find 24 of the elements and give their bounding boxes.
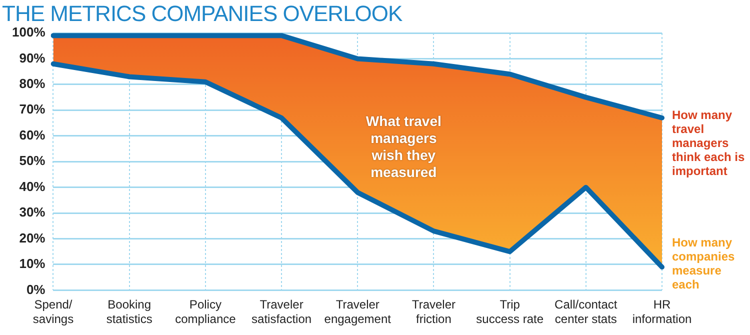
y-tick-label: 10% <box>19 256 46 272</box>
y-tick-label: 30% <box>19 204 46 220</box>
y-tick-label: 40% <box>19 178 46 194</box>
x-tick-label: Traveler friction <box>412 298 456 326</box>
chart-title: THE METRICS COMPANIES OVERLOOK <box>2 1 402 27</box>
x-tick-label: Booking statistics <box>106 298 152 326</box>
y-tick-label: 20% <box>19 230 46 246</box>
y-tick-label: 90% <box>19 50 46 66</box>
x-tick-label: Spend/ savings <box>32 298 74 326</box>
x-tick-label: Policy compliance <box>175 298 236 326</box>
y-tick-label: 0% <box>26 282 46 297</box>
series-label: How many companies measure each <box>672 235 736 292</box>
y-tick-label: 50% <box>19 153 46 168</box>
y-tick-label: 70% <box>19 102 46 117</box>
x-tick-label: HR information <box>632 298 692 326</box>
series-label: How many travel managers think each is important <box>672 108 746 178</box>
x-tick-label: Trip success rate <box>476 298 544 326</box>
y-tick-label: 100% <box>12 24 46 40</box>
y-tick-label: 80% <box>19 76 46 92</box>
x-tick-label: Traveler satisfaction <box>252 298 312 326</box>
annotation: What travel managers wish they measured <box>366 113 442 180</box>
x-tick-label: Traveler engagement <box>324 298 392 326</box>
x-tick-label: Call/contact center stats <box>554 298 618 326</box>
y-tick-label: 60% <box>19 127 46 142</box>
